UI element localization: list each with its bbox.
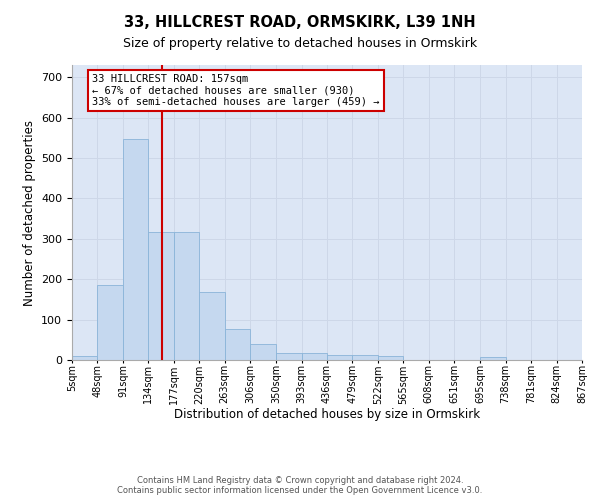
Bar [72,356,97,360]
Bar [148,232,174,360]
Bar [174,232,199,360]
Bar [276,353,302,360]
Text: 33 HILLCREST ROAD: 157sqm
← 67% of detached houses are smaller (930)
33% of semi: 33 HILLCREST ROAD: 157sqm ← 67% of detac… [92,74,380,107]
Bar [352,355,378,360]
Text: Size of property relative to detached houses in Ormskirk: Size of property relative to detached ho… [123,38,477,51]
Y-axis label: Number of detached properties: Number of detached properties [23,120,35,306]
Bar [199,292,224,360]
Bar [250,344,276,360]
Text: Contains HM Land Registry data © Crown copyright and database right 2024.
Contai: Contains HM Land Registry data © Crown c… [118,476,482,495]
Bar [123,139,148,360]
Bar [378,356,403,360]
Bar [480,357,506,360]
Text: 33, HILLCREST ROAD, ORMSKIRK, L39 1NH: 33, HILLCREST ROAD, ORMSKIRK, L39 1NH [124,15,476,30]
Bar [302,353,327,360]
Bar [224,329,250,360]
Bar [327,355,352,360]
X-axis label: Distribution of detached houses by size in Ormskirk: Distribution of detached houses by size … [174,408,480,421]
Bar [97,285,123,360]
